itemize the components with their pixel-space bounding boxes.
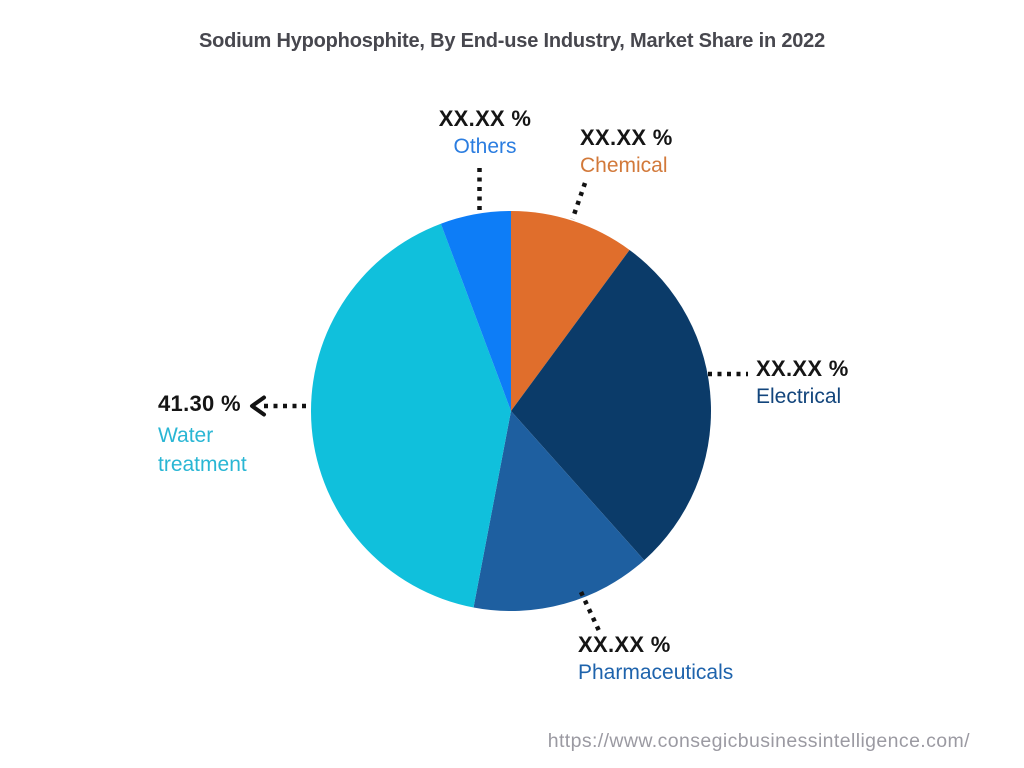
pie-slices [310,211,711,612]
callout-electrical: XX.XX % Electrical [756,356,849,410]
callout-others: XX.XX % Others [420,106,550,160]
arrowhead-water-treatment-icon [250,395,266,417]
slice-label-electrical: Electrical [756,385,842,408]
slice-label-chemical: Chemical [580,154,668,177]
slice-value-water-treatment: 41.30 % [158,391,241,416]
slice-label-water-treatment: Water treatment [158,424,247,476]
slice-value-electrical: XX.XX % [756,356,849,381]
leader-line-pharmaceuticals [578,591,603,634]
pie-slice-water-treatment [310,223,511,608]
chart-title: Sodium Hypophosphite, By End-use Industr… [198,30,826,52]
callout-chemical: XX.XX % Chemical [580,125,673,179]
pie-slice-others [440,211,511,411]
slice-value-others: XX.XX % [438,106,532,131]
leader-line-chemical [570,182,588,220]
pie-slice-pharmaceuticals [473,411,645,612]
source-url: https://www.consegicbusinessintelligence… [547,730,970,752]
callout-water-treatment: 41.30 % Water treatment [158,391,276,479]
slice-value-pharmaceuticals: XX.XX % [578,632,671,657]
callout-pharmaceuticals: XX.XX % Pharmaceuticals [578,632,733,686]
slice-label-others: Others [453,135,517,158]
pie-slice-electrical [511,249,711,561]
pie-slice-chemical [511,211,630,411]
slice-label-pharmaceuticals: Pharmaceuticals [578,661,734,684]
slice-value-chemical: XX.XX % [580,125,673,150]
